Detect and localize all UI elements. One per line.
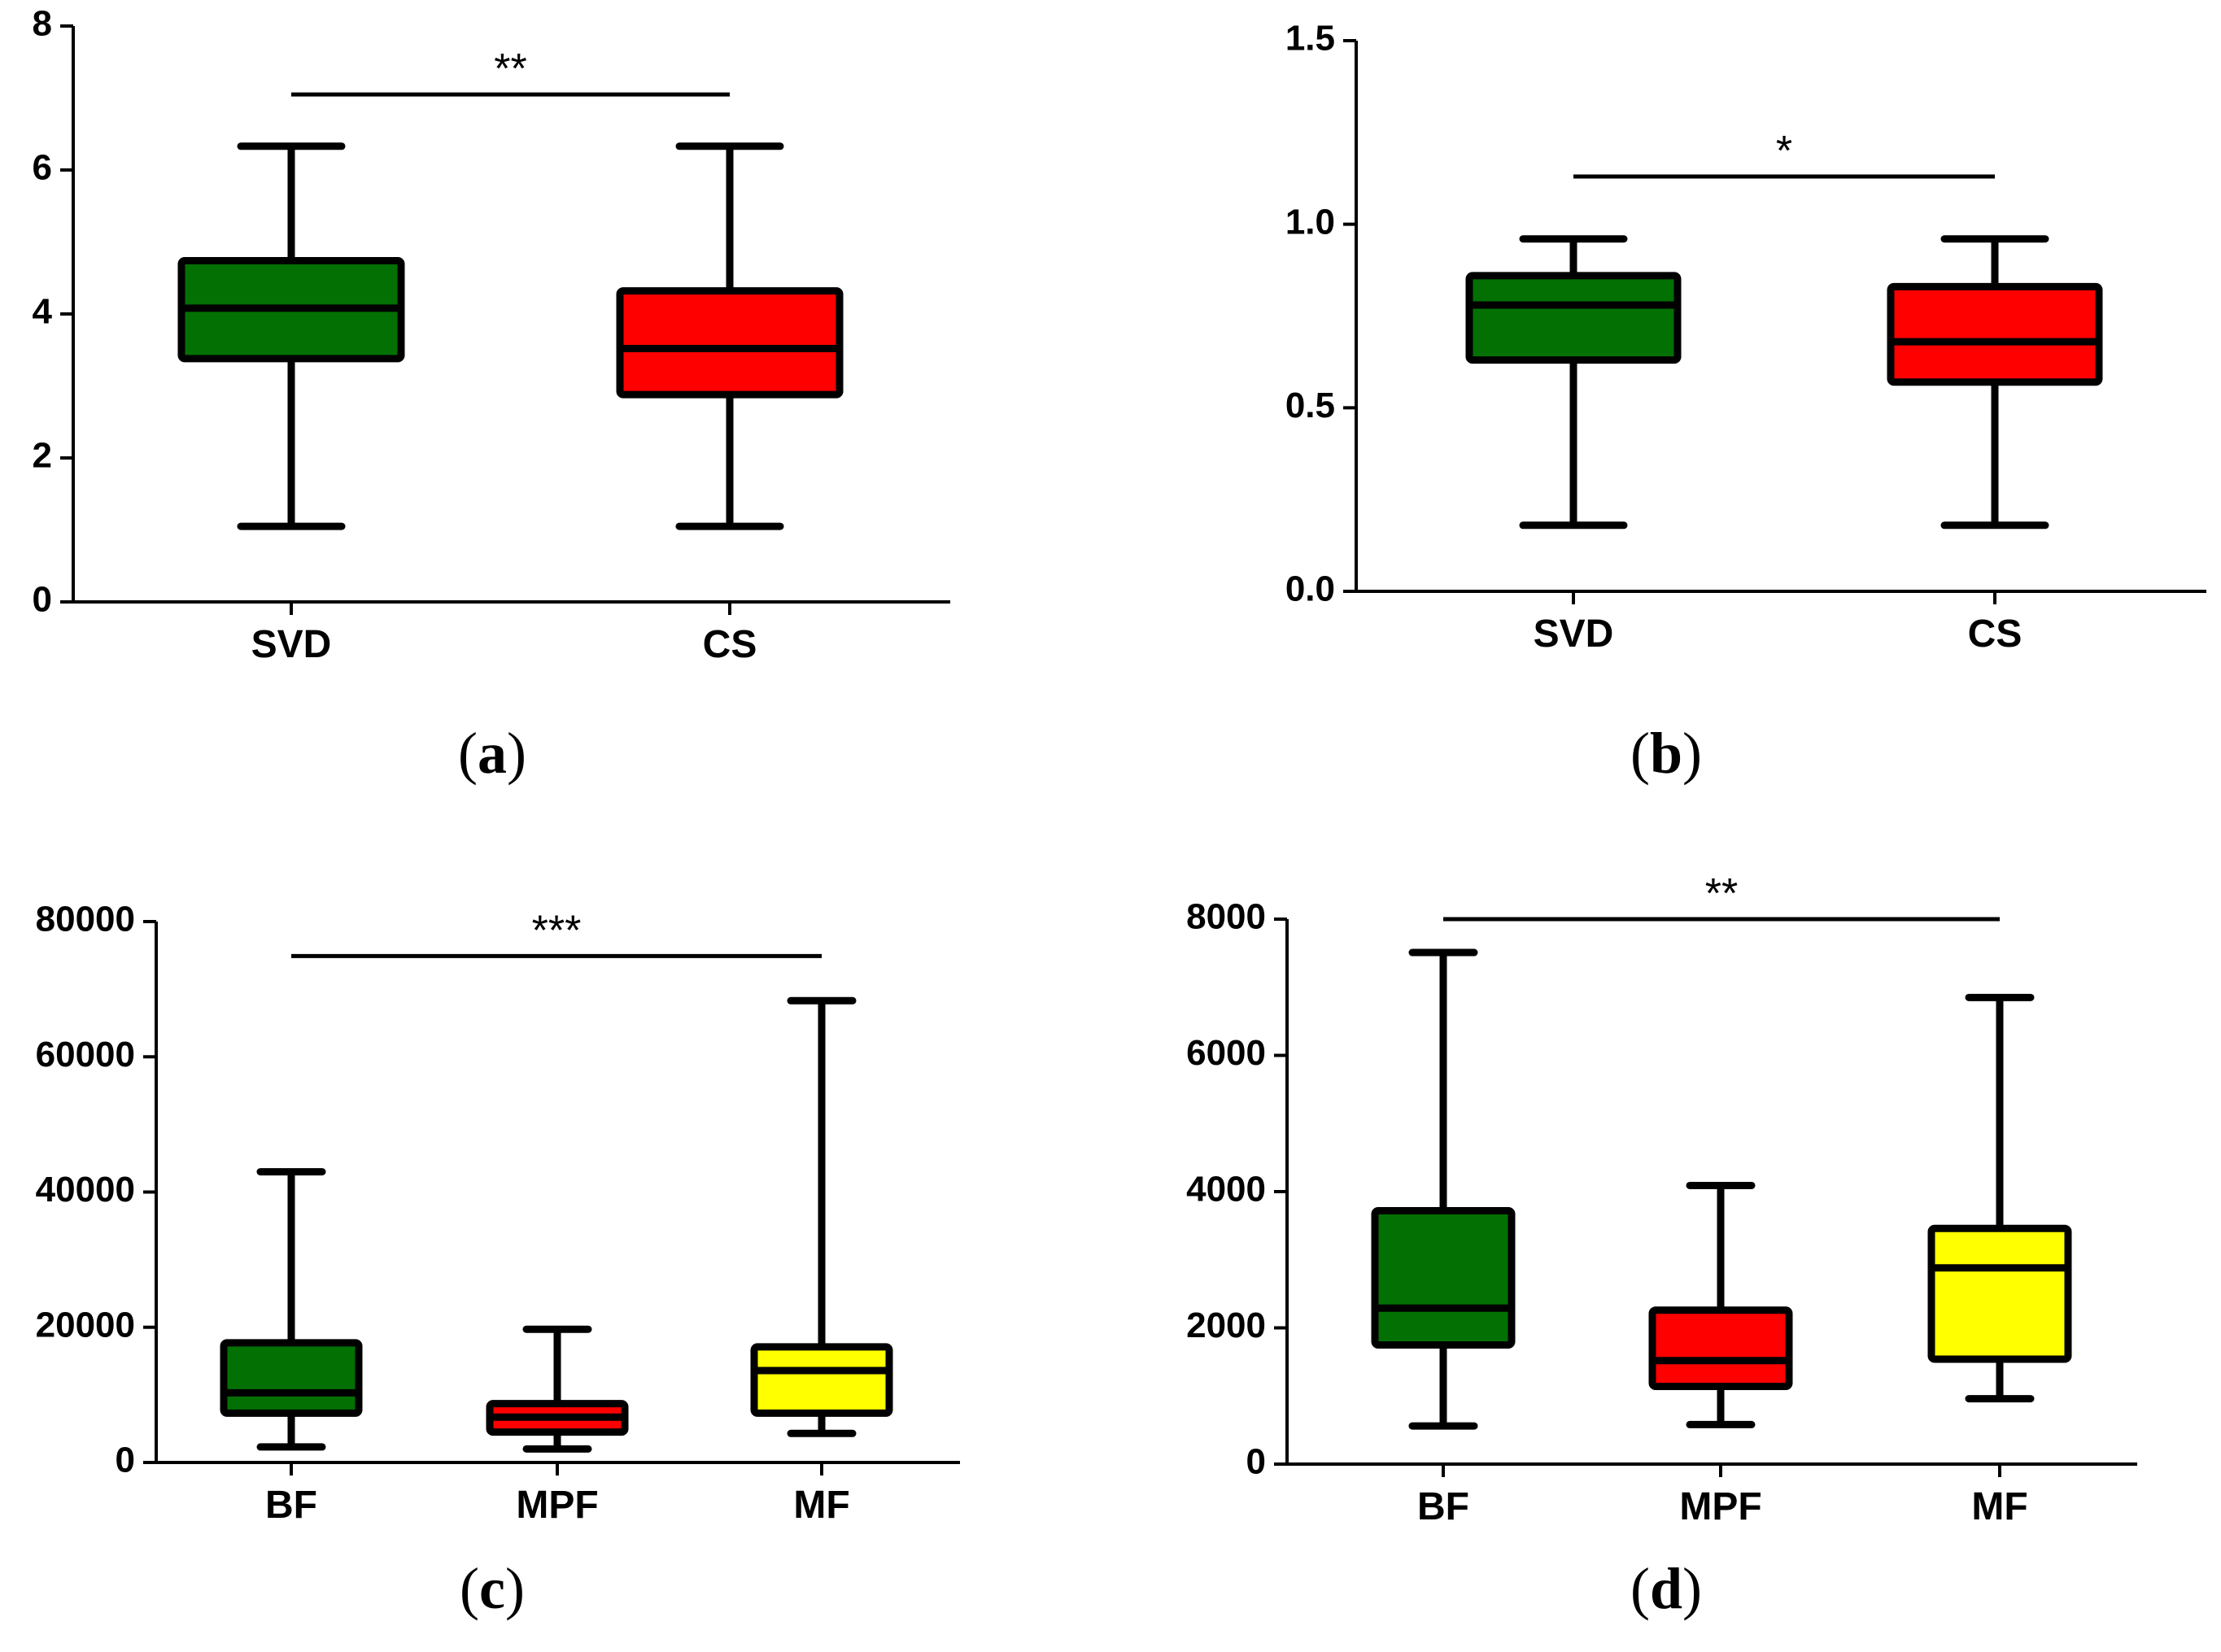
panel-a: 0 2 4 6 8 SVD CS ** (a) (33, 4, 950, 786)
y-tick-label: 0 (33, 580, 52, 620)
panel-caption: (b) (1630, 721, 1702, 786)
x-tick-label: BF (1417, 1485, 1469, 1528)
caption-letter: d (1650, 1556, 1682, 1621)
panel-caption: (a) (458, 721, 526, 786)
box-body (1927, 1224, 2072, 1363)
panel-caption: (c) (460, 1556, 525, 1621)
y-tick-label: 8000 (1186, 897, 1266, 937)
box-body (616, 287, 844, 399)
y-tick-label: 4 (33, 292, 53, 332)
panel-d: 0 2000 4000 6000 8000 BF MPF MF ** (d) (1186, 870, 2137, 1621)
caption-open-paren: ( (1630, 1556, 1650, 1621)
x-tick-label: MPF (516, 1484, 598, 1527)
x-tick-label: BF (265, 1484, 317, 1527)
box-cs (1887, 235, 2103, 530)
box-body (220, 1339, 363, 1417)
y-tick-label: 0 (116, 1441, 135, 1480)
x-tick-label: MF (1971, 1485, 2027, 1528)
panel-c: 0 20000 40000 60000 80000 BF MPF MF *** (c) (36, 900, 960, 1621)
caption-close-paren: ) (1682, 1556, 1702, 1621)
box-bf (1371, 948, 1516, 1430)
caption-close-paren: ) (1682, 721, 1702, 786)
caption-close-paren: ) (507, 721, 526, 786)
x-tick-label: SVD (251, 623, 332, 666)
y-tick-label: 0 (1246, 1442, 1266, 1482)
y-tick-label: 1.5 (1285, 19, 1335, 59)
y-tick-label: 6000 (1186, 1033, 1266, 1073)
box-svd (1465, 235, 1682, 530)
y-tick-label: 2 (33, 436, 52, 476)
box-mf (750, 996, 893, 1437)
x-tick-label: MPF (1679, 1485, 1761, 1528)
box-body (1887, 282, 2103, 386)
caption-letter: a (478, 721, 507, 786)
box-body (1371, 1206, 1516, 1349)
y-tick-label: 20000 (36, 1305, 135, 1345)
caption-open-paren: ( (460, 1556, 479, 1621)
y-tick-label: 0.5 (1285, 386, 1335, 425)
significance-label: ** (1705, 870, 1738, 918)
x-tick-label: CS (1968, 612, 2022, 656)
significance-label: *** (532, 907, 582, 954)
box-body (1648, 1306, 1793, 1391)
box-body (750, 1343, 893, 1417)
x-tick-label: CS (703, 623, 757, 666)
x-tick-label: MF (793, 1484, 849, 1527)
box-mpf (486, 1325, 629, 1453)
y-tick-label: 4000 (1186, 1170, 1266, 1210)
box-cs (616, 142, 844, 530)
significance-label: * (1776, 128, 1792, 175)
caption-open-paren: ( (1630, 721, 1650, 786)
caption-open-paren: ( (458, 721, 478, 786)
y-tick-label: 1.0 (1285, 202, 1335, 242)
box-body (1465, 272, 1682, 364)
box-mf (1927, 993, 2072, 1403)
y-tick-label: 80000 (36, 900, 135, 939)
y-tick-label: 0.0 (1285, 569, 1335, 609)
box-mpf (1648, 1181, 1793, 1428)
caption-letter: c (479, 1556, 505, 1621)
caption-close-paren: ) (505, 1556, 525, 1621)
panel-b: 0.0 0.5 1.0 1.5 SVD CS * (b) (1285, 19, 2206, 786)
y-tick-label: 40000 (36, 1170, 135, 1210)
box-bf (220, 1168, 363, 1451)
y-tick-label: 8 (33, 4, 52, 44)
caption-letter: b (1650, 721, 1682, 786)
y-tick-label: 6 (33, 148, 52, 188)
panel-caption: (d) (1630, 1556, 1702, 1621)
y-tick-label: 2000 (1186, 1305, 1266, 1345)
y-tick-label: 60000 (36, 1035, 135, 1074)
box-svd (177, 142, 405, 530)
x-tick-label: SVD (1534, 612, 1614, 656)
significance-label: ** (494, 46, 526, 93)
